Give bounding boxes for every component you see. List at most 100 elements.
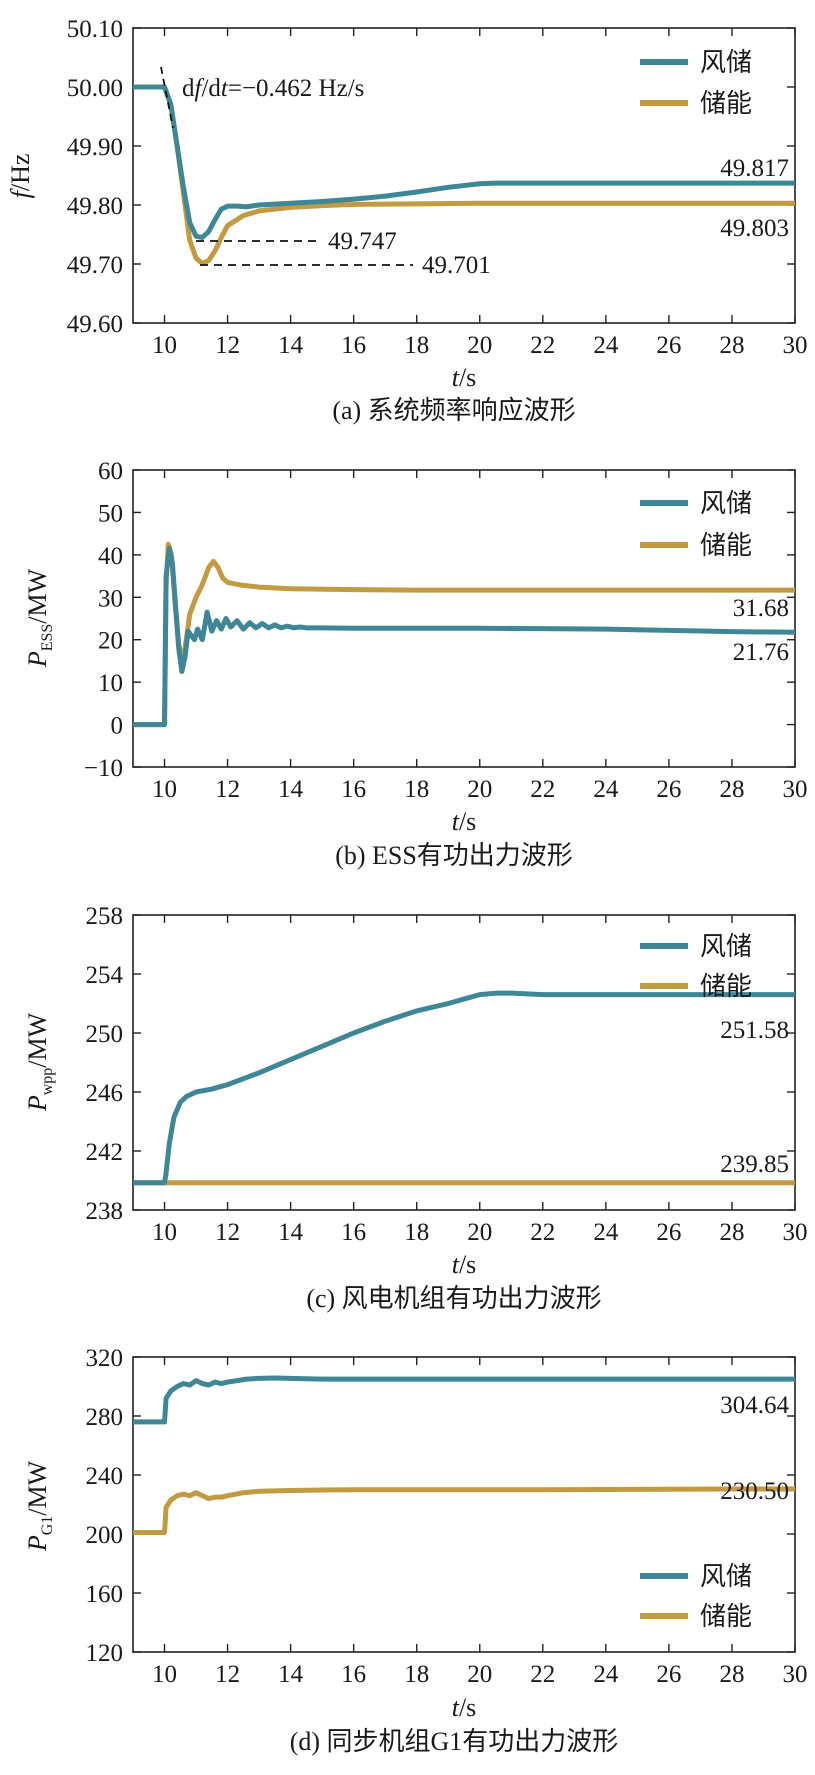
y-tick-label: −10 — [84, 755, 123, 782]
series-group — [133, 541, 795, 728]
plot-frame — [132, 914, 796, 1211]
y-ticks: 49.60 49.70 49.80 49.90 50.00 50.10 — [67, 16, 795, 338]
legend-label: 储能 — [700, 531, 752, 560]
x-tick-label: 28 — [719, 1219, 744, 1246]
series-line — [133, 545, 795, 728]
legend: 风储 储能 — [640, 48, 752, 118]
y-tick-label: 60 — [98, 458, 123, 485]
annotation-dfdt: df/dt=−0.462 Hz/s — [182, 75, 364, 102]
x-tick-label: 10 — [152, 1219, 177, 1246]
x-tick-label: 14 — [278, 332, 304, 359]
y-tick-label: 242 — [86, 1139, 124, 1166]
y-tick-label: 258 — [86, 903, 124, 930]
panel-c: 10 12 14 16 18 20 22 24 26 28 30 238 242 246 250 254 25… — [23, 903, 808, 1313]
series-line — [133, 990, 795, 1186]
x-tick-label: 14 — [278, 776, 304, 803]
x-tick-label: 10 — [152, 776, 177, 803]
y-tick-label: 10 — [98, 670, 123, 697]
y-tick-label: 49.80 — [67, 193, 123, 220]
x-tick-label: 30 — [783, 1661, 808, 1688]
y-tick-label: 238 — [86, 1198, 124, 1225]
y-tick-label: 160 — [86, 1581, 124, 1608]
y-tick-label: 50.10 — [67, 16, 123, 43]
y-axis-label: PESS/MW — [23, 568, 56, 668]
value-label: 49.701 — [422, 252, 491, 279]
series-line — [133, 1375, 795, 1425]
x-tick-label: 14 — [278, 1219, 304, 1246]
y-ticks: 120 160 200 240 280 320 — [86, 1345, 795, 1667]
x-tick-label: 24 — [593, 1219, 619, 1246]
x-tick-label: 12 — [215, 776, 240, 803]
x-tick-label: 12 — [215, 1219, 240, 1246]
value-label: 21.76 — [733, 639, 789, 666]
x-ticks: 10 12 14 16 18 20 22 24 26 28 30 — [152, 1357, 808, 1688]
slope-guide — [160, 66, 174, 129]
x-tick-label: 10 — [152, 332, 177, 359]
series-line — [133, 84, 795, 266]
legend-label: 储能 — [700, 972, 752, 1001]
y-tick-label: 280 — [86, 1404, 124, 1431]
x-tick-label: 22 — [530, 332, 555, 359]
y-tick-label: 0 — [111, 713, 124, 740]
plot-frame — [132, 1356, 796, 1653]
legend-label: 储能 — [700, 89, 752, 118]
value-label: 304.64 — [720, 1392, 789, 1419]
x-tick-label: 30 — [783, 332, 808, 359]
x-tick-label: 26 — [656, 1661, 681, 1688]
x-tick-label: 26 — [656, 332, 681, 359]
x-tick-label: 24 — [593, 332, 619, 359]
legend: 风储 储能 — [640, 1562, 752, 1631]
x-axis-label: t/s — [452, 1693, 477, 1722]
x-tick-label: 18 — [404, 332, 429, 359]
x-tick-label: 26 — [656, 776, 681, 803]
series-group — [133, 84, 795, 266]
y-axis-label: f/Hz — [6, 154, 35, 199]
panel-caption: (d) 同步机组G1有功出力波形 — [290, 1727, 619, 1756]
x-tick-label: 28 — [719, 332, 744, 359]
legend: 风储 储能 — [640, 489, 752, 560]
y-axis-label: PG1/MW — [23, 1460, 56, 1552]
x-axis-label: t/s — [452, 363, 477, 392]
value-label: 230.50 — [720, 1478, 789, 1505]
y-tick-label: 320 — [86, 1345, 124, 1372]
series-group — [133, 990, 795, 1186]
y-axis-label: Pwpp/MW — [23, 1012, 56, 1112]
y-tick-label: 50 — [98, 500, 123, 527]
x-tick-label: 16 — [341, 1661, 366, 1688]
panel-b: 10 12 14 16 18 20 22 24 26 28 30 −100102030405060 … — [23, 458, 808, 870]
y-tick-label: 250 — [86, 1021, 124, 1048]
panel-d: 10 12 14 16 18 20 22 24 26 28 30 120 160 200 240 280 32… — [23, 1345, 808, 1756]
value-label: 239.85 — [720, 1151, 789, 1178]
series-group — [133, 1375, 795, 1536]
plot-frame — [132, 469, 796, 768]
value-label: 49.803 — [720, 215, 789, 242]
legend: 风储 储能 — [640, 932, 752, 1001]
y-tick-label: 30 — [98, 585, 123, 612]
panel-caption: (b) ESS有功出力波形 — [335, 841, 573, 870]
x-tick-label: 18 — [404, 776, 429, 803]
x-tick-label: 28 — [719, 776, 744, 803]
series-line — [133, 1486, 795, 1536]
x-tick-label: 20 — [467, 332, 492, 359]
x-tick-label: 30 — [783, 776, 808, 803]
y-tick-label: 246 — [86, 1080, 124, 1107]
x-tick-label: 12 — [215, 332, 240, 359]
x-tick-label: 16 — [341, 776, 366, 803]
legend-label: 风储 — [700, 48, 752, 77]
panel-caption: (a) 系统频率响应波形 — [332, 396, 575, 425]
x-tick-label: 18 — [404, 1661, 429, 1688]
legend-label: 风储 — [700, 932, 752, 961]
y-tick-label: 40 — [98, 543, 123, 570]
panel-caption: (c) 风电机组有功出力波形 — [306, 1284, 601, 1313]
x-tick-label: 16 — [341, 332, 366, 359]
x-tick-label: 30 — [783, 1219, 808, 1246]
x-tick-label: 24 — [593, 1661, 619, 1688]
y-tick-label: 20 — [98, 628, 123, 655]
value-label: 49.747 — [328, 228, 397, 255]
x-tick-label: 14 — [278, 1661, 304, 1688]
x-tick-label: 20 — [467, 776, 492, 803]
x-tick-label: 24 — [593, 776, 619, 803]
y-tick-label: 200 — [86, 1522, 124, 1549]
x-tick-label: 10 — [152, 1661, 177, 1688]
